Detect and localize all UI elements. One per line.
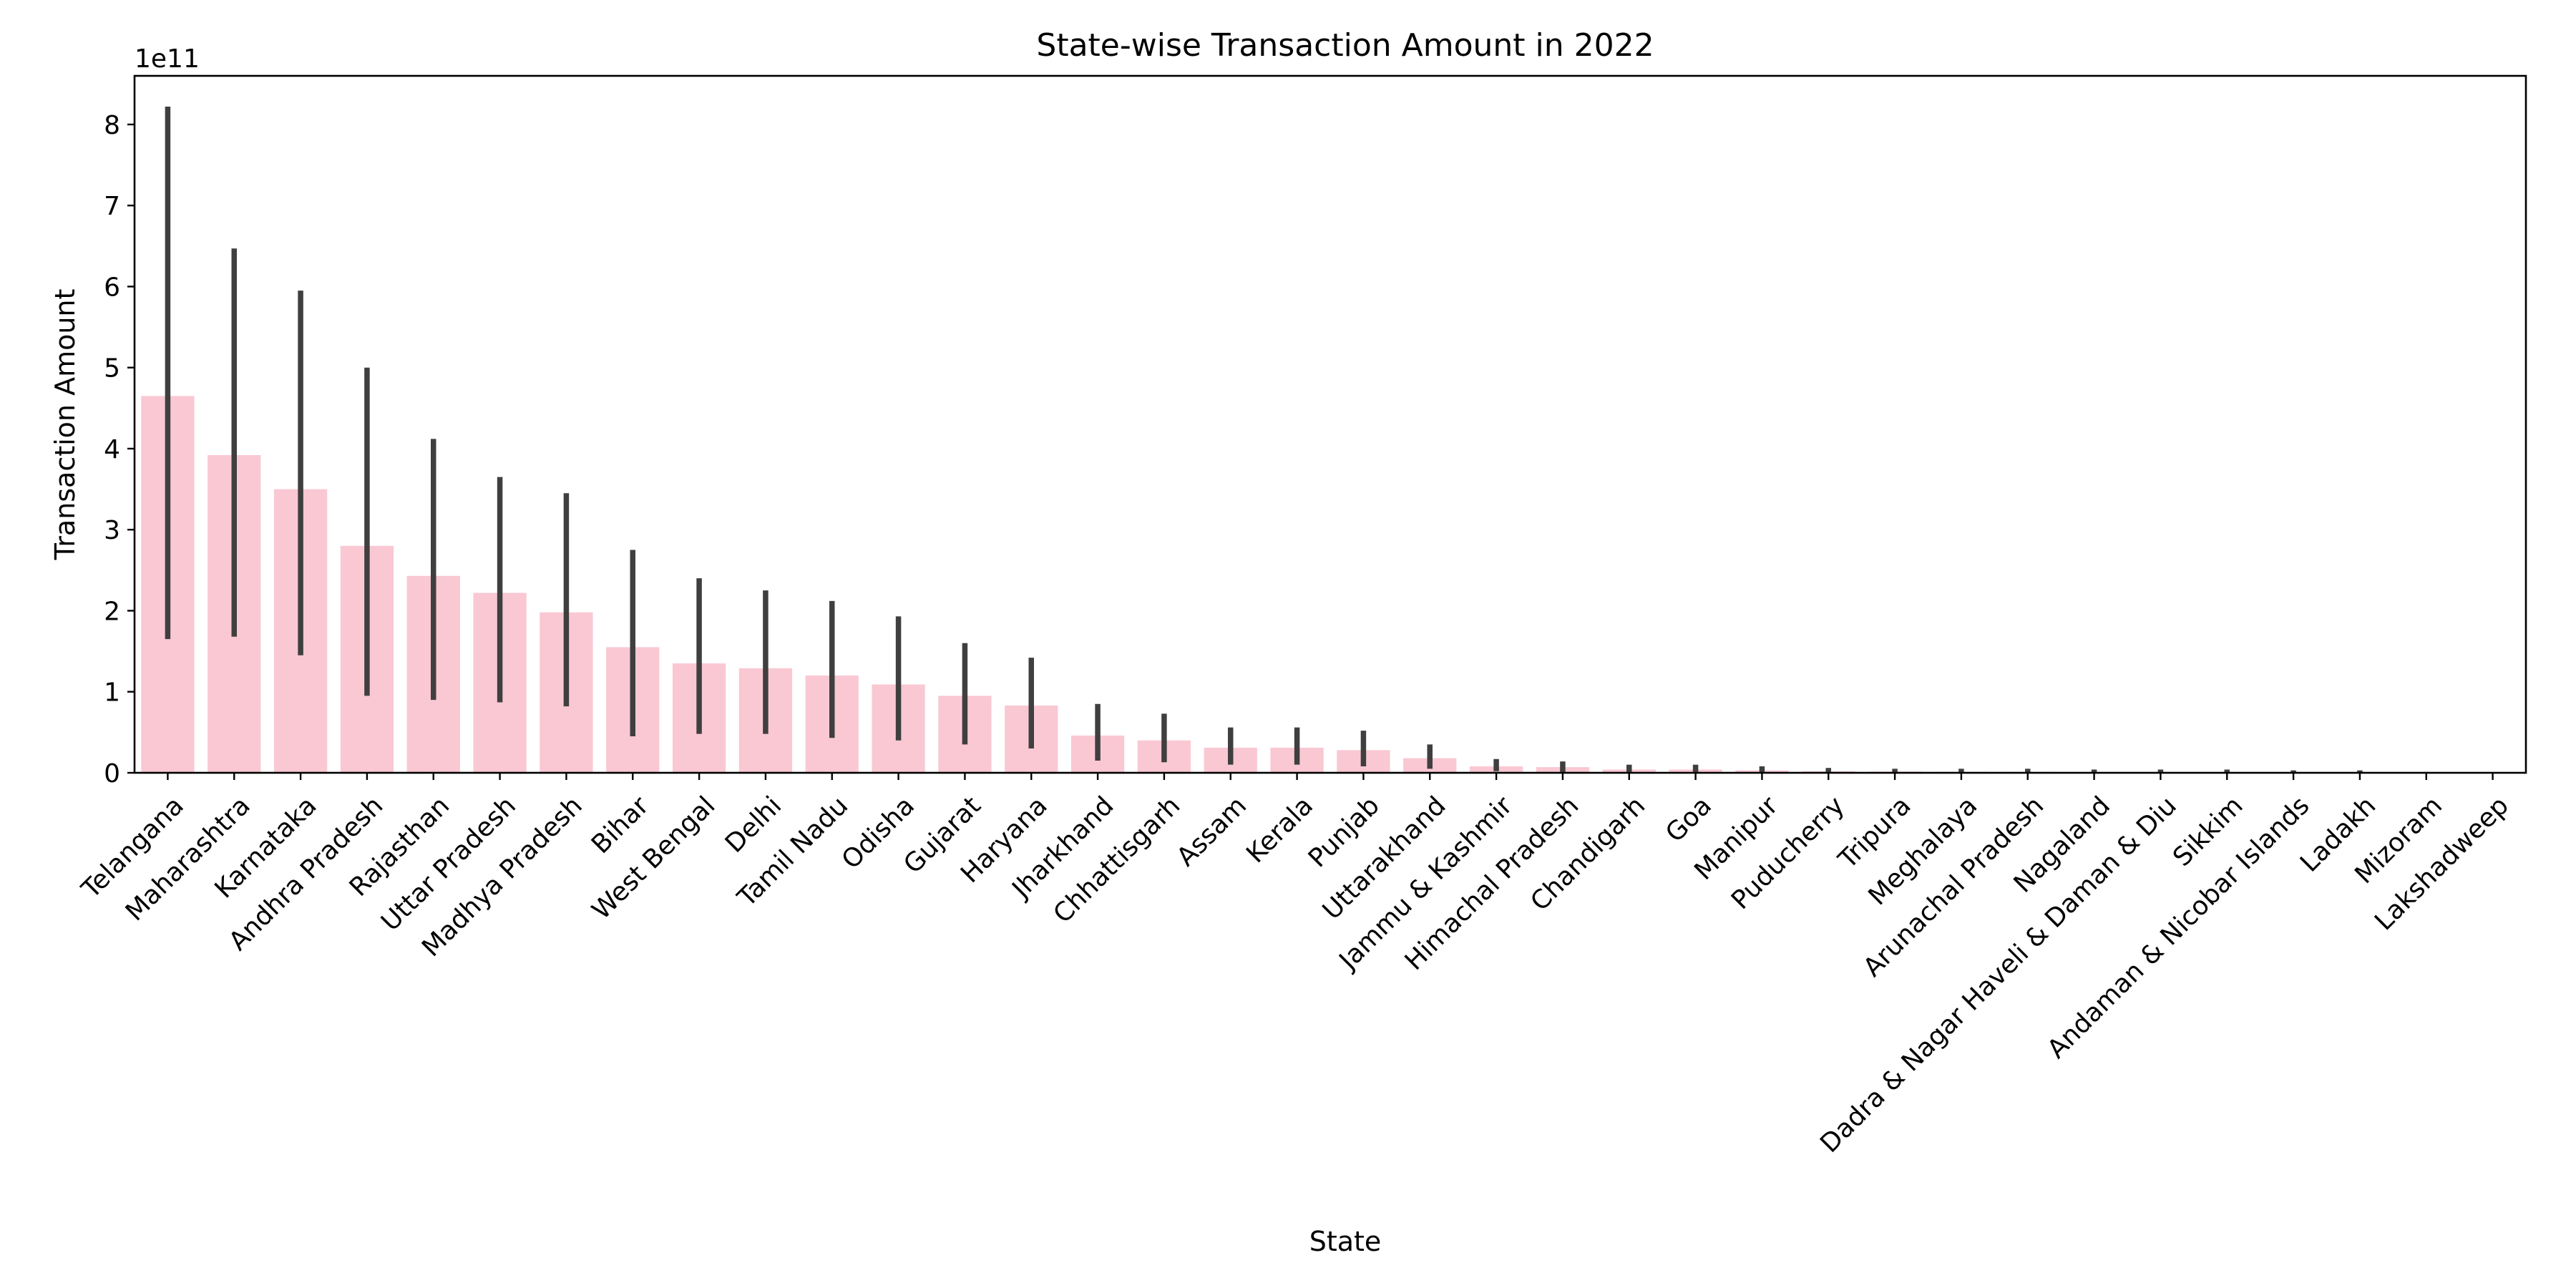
y-axis-label: Transaction Amount: [49, 289, 81, 561]
y-tick-label: 2: [104, 597, 120, 626]
y-tick-label: 6: [104, 273, 120, 302]
plot-frame: [133, 74, 2527, 774]
y-tick-label: 5: [104, 354, 120, 384]
y-tick-label: 3: [104, 516, 120, 545]
y-tick-label: 8: [104, 111, 120, 140]
x-axis-label: State: [1309, 1226, 1382, 1257]
y-tick-label: 1: [104, 678, 120, 708]
chart-title: State-wise Transaction Amount in 2022: [1036, 27, 1654, 64]
x-tick-label: Goa: [1660, 791, 1717, 848]
y-tick-label: 7: [104, 192, 120, 221]
x-tick-label: Assam: [1171, 791, 1252, 872]
y-axis-offset-label: 1e11: [135, 44, 200, 74]
y-axis-ticks: 0 1 2 3 4 5 6 7 8: [104, 111, 135, 789]
y-tick-label: 0: [104, 759, 120, 789]
y-tick-label: 4: [104, 435, 120, 464]
error-bars-group: [165, 107, 2496, 773]
